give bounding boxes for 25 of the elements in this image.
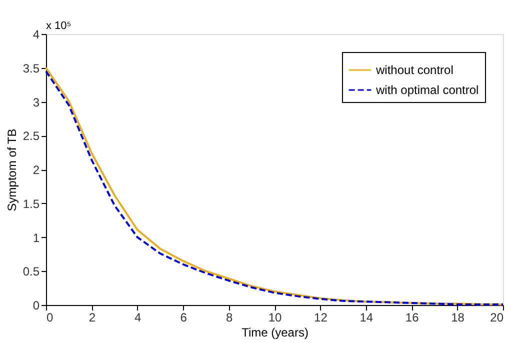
text: x 10⁵ xyxy=(46,20,72,32)
y-tick-label: 3 xyxy=(32,95,40,110)
y-tick-label: 0 xyxy=(32,298,40,312)
x-tick-label: 14 xyxy=(360,310,374,324)
x-tick-label: 10 xyxy=(268,310,282,324)
x-tick-label: 8 xyxy=(226,310,233,324)
x-tick-label: 0 xyxy=(46,310,54,324)
x-axis-title: Time (years) xyxy=(242,326,308,340)
y-tick-label: 3.5 xyxy=(22,61,40,76)
x-tick-label: 4 xyxy=(134,310,142,324)
x-tick-label: 12 xyxy=(314,310,328,324)
x-tick-label: 6 xyxy=(180,310,188,324)
legend-label: without control xyxy=(375,63,454,77)
y-tick-label: 2 xyxy=(32,163,40,177)
y-tick-label: 1 xyxy=(32,230,40,245)
x-tick-label: 20 xyxy=(490,310,504,324)
x-tick-label: 18 xyxy=(451,310,465,324)
y-tick-label: 0.5 xyxy=(22,264,40,279)
y-axis-title: Symptom of TB xyxy=(4,128,19,212)
y-tick-label: 2.5 xyxy=(22,129,40,144)
y-tick-label: 4 xyxy=(32,28,40,42)
legend-label: with optimal control xyxy=(375,83,479,97)
x-tick-label: 2 xyxy=(88,310,96,324)
y-tick-label: 1.5 xyxy=(22,196,40,211)
x-tick-label: 16 xyxy=(405,310,420,324)
